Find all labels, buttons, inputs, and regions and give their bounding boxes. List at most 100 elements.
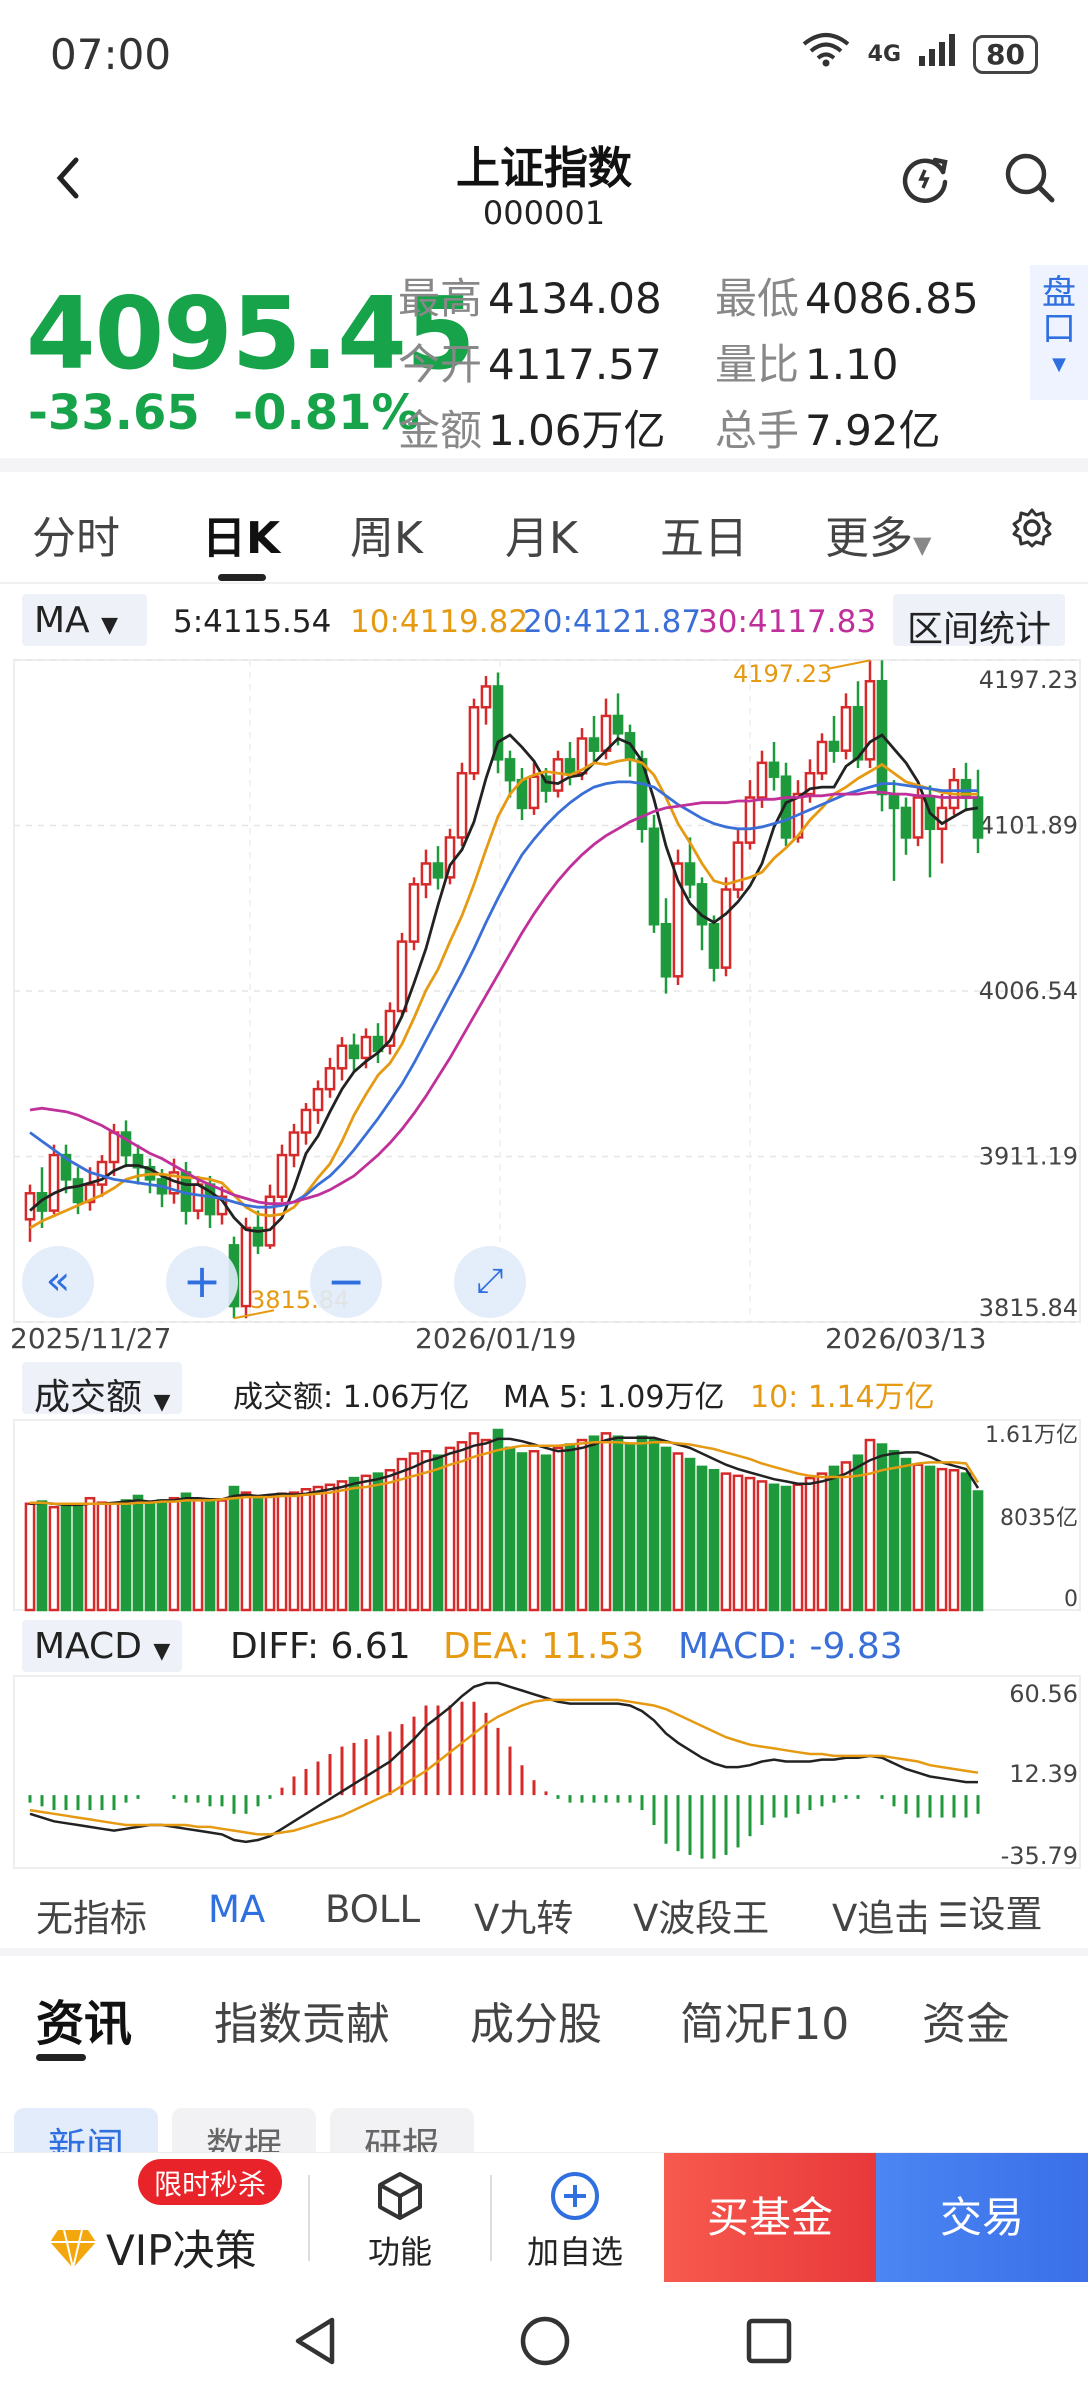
range-stats-button[interactable]: 区间统计 bbox=[893, 594, 1066, 650]
indicator-none[interactable]: 无指标 bbox=[36, 1897, 147, 1940]
charts-canvas[interactable]: 4197.23 4101.89 4006.54 3911.19 3815.84 1.61万… bbox=[0, 0, 1088, 1880]
candle-body bbox=[444, 836, 456, 879]
sliders-icon: ☰ bbox=[938, 1896, 969, 1936]
candle-body bbox=[612, 714, 624, 735]
function-button[interactable]: 功能 bbox=[360, 2169, 440, 2273]
pankou-button[interactable]: 盘口 ▼ bbox=[1030, 265, 1088, 400]
volume-bar bbox=[816, 1472, 828, 1612]
volume-bar bbox=[888, 1449, 900, 1612]
candle-body bbox=[60, 1153, 72, 1181]
period-tabs: 分时 日K 周K 月K 五日 更多▼ bbox=[0, 470, 1088, 581]
indicator-settings-button[interactable]: ☰设置 bbox=[932, 1884, 1043, 1938]
indicator-select[interactable]: MA ▼ bbox=[22, 594, 147, 646]
candle-body bbox=[756, 761, 768, 799]
indicator-v-boduanwang[interactable]: V波段王 bbox=[633, 1897, 770, 1940]
trade-button[interactable]: 交易 bbox=[876, 2153, 1088, 2283]
tab-f10[interactable]: 简况F10 bbox=[680, 1999, 850, 2050]
volume-bar bbox=[540, 1454, 552, 1612]
volume-indicator-select[interactable]: 成交额 ▼ bbox=[22, 1362, 183, 1418]
volume-bar bbox=[576, 1438, 588, 1612]
fullscreen-button[interactable]: ⤢ bbox=[454, 1246, 526, 1318]
back-button[interactable] bbox=[48, 148, 98, 208]
volume-bar bbox=[744, 1476, 756, 1612]
tab-constituents[interactable]: 成分股 bbox=[470, 1999, 602, 2050]
tab-news[interactable]: 资讯 bbox=[36, 1996, 133, 2052]
buy-fund-button[interactable]: 买基金 bbox=[664, 2153, 876, 2283]
volume-bar bbox=[900, 1457, 912, 1612]
macd-indicator-select[interactable]: MACD ▼ bbox=[22, 1620, 183, 1672]
vip-button[interactable]: VIP决策 bbox=[48, 2217, 256, 2278]
zoom-out-button[interactable]: − bbox=[310, 1246, 382, 1318]
volume-bar bbox=[672, 1452, 684, 1612]
candle-body bbox=[312, 1087, 324, 1112]
indicator-v-zhuiji[interactable]: V追击 bbox=[832, 1897, 926, 1940]
network-label: 4G bbox=[867, 41, 902, 67]
tab-more[interactable]: 更多▼ bbox=[825, 513, 932, 564]
ma10-line bbox=[29, 757, 978, 1230]
volume-bar bbox=[780, 1485, 792, 1612]
macd-dea-line bbox=[29, 1698, 979, 1836]
candle-body bbox=[504, 758, 516, 782]
tab-monthly-k[interactable]: 月K bbox=[505, 513, 578, 564]
indicator-v-jiuzhuan[interactable]: V九转 bbox=[474, 1897, 574, 1940]
volume-bar bbox=[396, 1457, 408, 1612]
active-tab-indicator bbox=[36, 2054, 86, 2061]
candle-body bbox=[600, 714, 612, 752]
expand-icon: ⤢ bbox=[476, 1261, 504, 1301]
bottom-action-bar: 限时秒杀 VIP决策 功能 加自选 买基金 交易 bbox=[0, 2152, 1088, 2283]
nav-recents-icon[interactable] bbox=[744, 2316, 794, 2370]
candle-body bbox=[300, 1108, 312, 1134]
candle-body bbox=[804, 771, 816, 796]
volume-bar bbox=[84, 1496, 96, 1612]
scroll-left-button[interactable]: « bbox=[22, 1246, 94, 1318]
volume-bar bbox=[756, 1480, 768, 1612]
tab-daily-k[interactable]: 日K bbox=[202, 513, 281, 564]
macd-ytick-label: 60.56 bbox=[1009, 1680, 1078, 1708]
volume-bar bbox=[408, 1452, 420, 1612]
high-price-label: 4197.23 bbox=[733, 660, 833, 688]
nav-home-icon[interactable] bbox=[518, 2314, 572, 2372]
indicator-ma[interactable]: MA bbox=[208, 1888, 266, 1931]
kline-ytick-label: 4197.23 bbox=[979, 666, 1078, 694]
volume-ytick-label: 0 bbox=[1064, 1587, 1078, 1612]
tab-index-contribution[interactable]: 指数贡献 bbox=[214, 1999, 390, 2050]
macd-frame bbox=[13, 1675, 1081, 1869]
tab-five-day[interactable]: 五日 bbox=[660, 513, 748, 564]
date-label-end: 2026/03/13 bbox=[825, 1322, 987, 1355]
candle-body bbox=[72, 1178, 84, 1204]
candle-body bbox=[864, 679, 876, 761]
tab-weekly-k[interactable]: 周K bbox=[350, 513, 423, 564]
volume-bar bbox=[216, 1499, 228, 1612]
candle-body bbox=[840, 706, 852, 752]
volume-bar bbox=[828, 1465, 840, 1612]
zoom-in-button[interactable]: + bbox=[166, 1246, 238, 1318]
indicator-boll[interactable]: BOLL bbox=[325, 1888, 421, 1931]
macd-ytick-label: 12.39 bbox=[1009, 1760, 1078, 1788]
volume-bar bbox=[696, 1465, 708, 1612]
volume-bar bbox=[348, 1476, 360, 1612]
volume-bar bbox=[228, 1485, 240, 1612]
add-watchlist-button[interactable]: 加自选 bbox=[520, 2169, 630, 2273]
volume-bar bbox=[960, 1472, 972, 1612]
volume-ytick-label: 1.61万亿 bbox=[985, 1423, 1078, 1448]
volume-bar bbox=[948, 1468, 960, 1612]
nav-back-icon[interactable] bbox=[290, 2314, 340, 2372]
tab-funds[interactable]: 资金 bbox=[922, 1999, 1010, 2050]
volume-ma10-line bbox=[30, 1441, 980, 1506]
candle-body bbox=[348, 1044, 360, 1060]
candle-body bbox=[264, 1195, 276, 1247]
status-bar: 07:00 4G 80 bbox=[0, 0, 1088, 112]
settings-gear-icon[interactable] bbox=[1010, 506, 1054, 554]
battery-icon: 80 bbox=[973, 34, 1038, 74]
refresh-icon[interactable] bbox=[895, 148, 955, 208]
volume-bar bbox=[528, 1449, 540, 1612]
tab-intraday[interactable]: 分时 bbox=[32, 513, 120, 564]
candle-body bbox=[132, 1153, 144, 1169]
macd-ytick-label: -35.79 bbox=[1001, 1842, 1078, 1870]
candle-body bbox=[828, 740, 840, 752]
candle-body bbox=[708, 922, 720, 969]
volume-bar bbox=[768, 1483, 780, 1612]
candle-body bbox=[396, 940, 408, 1013]
volume-bar bbox=[972, 1490, 984, 1612]
search-icon[interactable] bbox=[1000, 148, 1060, 208]
